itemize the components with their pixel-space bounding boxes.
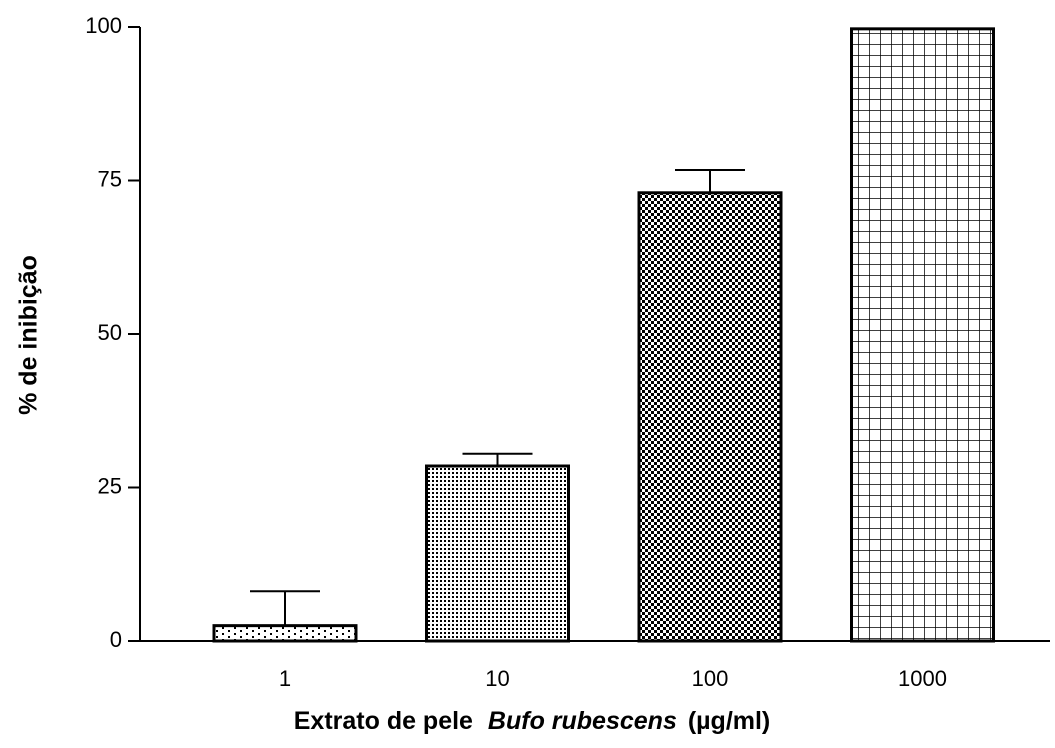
y-tick-label: 0 (110, 627, 122, 652)
y-axis-title: % de inibição (15, 255, 43, 415)
x-axis-title-part: Bufo rubescens (488, 707, 677, 735)
x-axis-title-part: Extrato de pele (294, 707, 473, 735)
x-tick-label: 1 (279, 666, 291, 691)
y-tick-label: 75 (98, 166, 122, 191)
x-axis-title: Extrato de pele Bufo rubescens (µg/ml) (294, 707, 771, 735)
y-tick-label: 100 (85, 13, 122, 38)
x-tick-label: 100 (692, 666, 729, 691)
y-tick-label: 50 (98, 320, 122, 345)
y-tick-label: 25 (98, 473, 122, 498)
x-tick-label: 1000 (898, 666, 947, 691)
x-axis-title-part: (µg/ml) (688, 707, 770, 735)
bar (850, 27, 995, 643)
bar (637, 191, 783, 643)
bar (212, 624, 358, 643)
bar (425, 464, 570, 643)
x-tick-label: 10 (485, 666, 509, 691)
